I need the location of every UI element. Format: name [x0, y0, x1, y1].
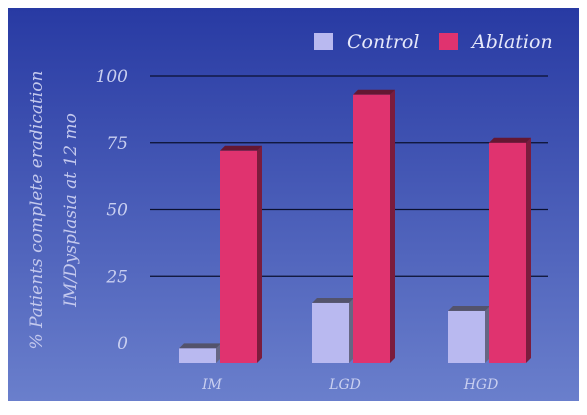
- bar-front: [448, 310, 485, 363]
- bar-ablation-hgd: [489, 137, 531, 363]
- bars: [179, 89, 531, 363]
- bar-front: [179, 348, 216, 363]
- bar-control-lgd: [312, 297, 354, 363]
- bar-top: [489, 137, 531, 143]
- bar-control-im: [179, 343, 221, 363]
- bar-top: [312, 297, 354, 303]
- bar-front: [312, 302, 349, 363]
- y-axis-label-line: IM/Dysplasia at 12 mo: [61, 113, 81, 308]
- bar-side: [257, 145, 262, 363]
- bar-side: [485, 305, 490, 363]
- bar-control-hgd: [448, 305, 490, 363]
- y-axis-label-line: % Patients complete eradication: [27, 71, 47, 350]
- bar-front: [220, 150, 257, 363]
- bar-top: [353, 89, 395, 95]
- bar-ablation-lgd: [353, 89, 395, 363]
- y-tick-labels: 0 25 50 75 100: [96, 67, 129, 354]
- legend-label-ablation: Ablation: [470, 31, 553, 53]
- bar-side: [349, 297, 354, 363]
- gridlines: [150, 75, 548, 277]
- legend-label-control: Control: [347, 31, 419, 53]
- legend-swatch-control: [314, 33, 333, 50]
- bar-top: [220, 145, 262, 151]
- y-axis-label: % Patients complete eradication IM/Dyspla…: [27, 71, 81, 350]
- x-tick-labels: IM LGD HGD: [201, 377, 498, 393]
- x-tick-label: IM: [201, 377, 223, 393]
- bar-side: [216, 343, 221, 363]
- y-tick-label: 100: [96, 67, 129, 87]
- y-tick-label: 0: [117, 334, 128, 354]
- bar-front: [353, 94, 390, 363]
- y-tick-label: 50: [106, 201, 128, 221]
- legend: Control Ablation: [314, 31, 553, 53]
- y-tick-label: 25: [105, 267, 128, 287]
- bar-side: [526, 137, 531, 363]
- bar-side: [390, 89, 395, 363]
- x-tick-label: LGD: [328, 377, 361, 393]
- bar-top: [448, 305, 490, 311]
- legend-swatch-ablation: [439, 33, 458, 50]
- x-tick-label: HGD: [463, 377, 499, 393]
- y-tick-label: 75: [106, 134, 128, 154]
- bar-ablation-im: [220, 145, 262, 363]
- bar-front: [489, 142, 526, 363]
- bar-top: [179, 343, 221, 349]
